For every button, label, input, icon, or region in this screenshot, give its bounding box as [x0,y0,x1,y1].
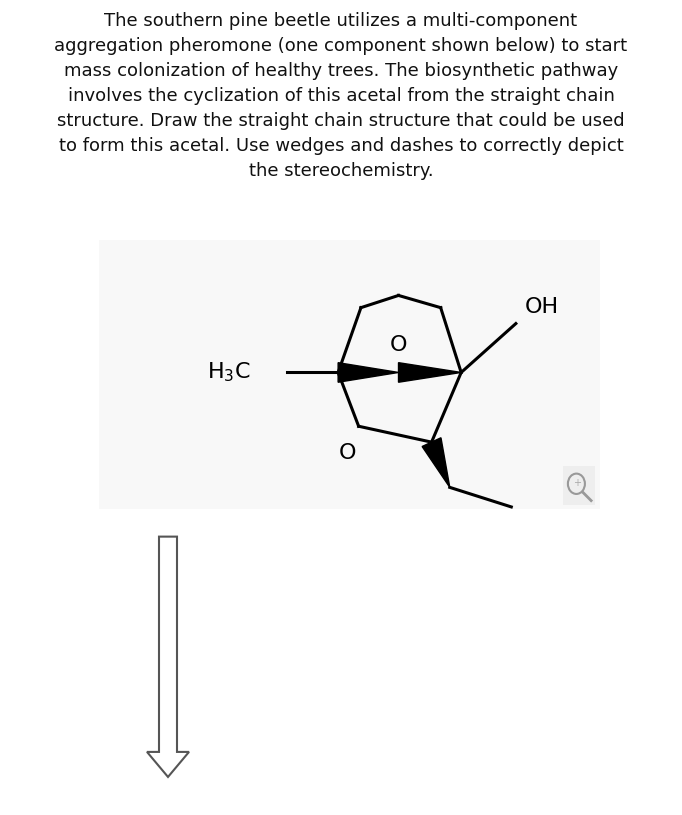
Polygon shape [147,536,189,777]
FancyBboxPatch shape [94,238,605,512]
Polygon shape [398,363,461,382]
FancyBboxPatch shape [561,465,597,507]
Text: +: + [573,478,581,488]
Text: OH: OH [525,297,559,317]
Text: O: O [338,443,356,464]
Polygon shape [338,363,398,382]
Text: The southern pine beetle utilizes a multi-component
aggregation pheromone (one c: The southern pine beetle utilizes a mult… [55,12,627,180]
Text: O: O [389,335,407,355]
Polygon shape [422,438,449,487]
Text: H$_3$C: H$_3$C [207,361,250,384]
